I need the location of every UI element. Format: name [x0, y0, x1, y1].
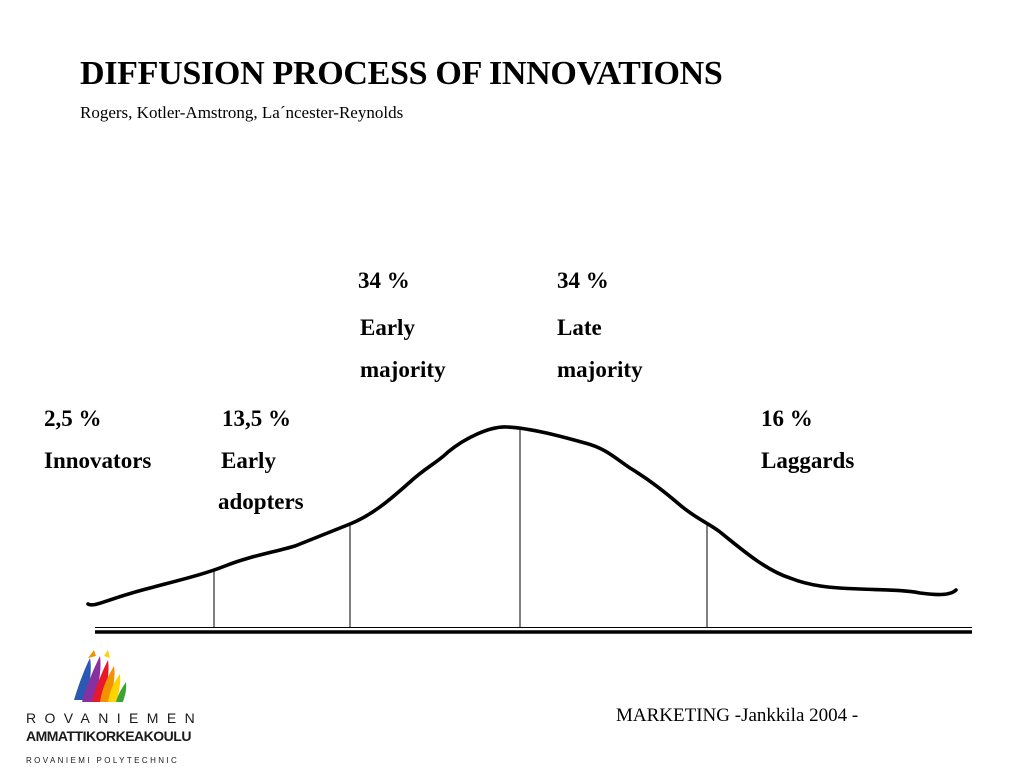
- segment-label-late-majority: 34 % Late majority: [557, 260, 643, 391]
- segment-percent: 13,5 %: [222, 406, 291, 431]
- segment-name: majority: [360, 357, 446, 382]
- logo-text-line1: ROVANIEMEN: [26, 710, 204, 726]
- segment-name: Early: [221, 448, 276, 473]
- segment-label-early-adopters: 13,5 % Early adopters: [218, 398, 304, 522]
- subtitle: Rogers, Kotler-Amstrong, La´ncester-Reyn…: [80, 103, 404, 122]
- polytechnic-logo-icon: [74, 650, 127, 702]
- segment-label-early-majority: 34 % Early majority: [358, 260, 446, 391]
- segment-label-innovators: 2,5 % Innovators: [44, 398, 151, 482]
- segment-name: Laggards: [761, 448, 855, 473]
- footer-text: MARKETING -Jankkila 2004 -: [616, 705, 859, 726]
- segment-name: adopters: [218, 489, 304, 514]
- segment-percent: 16 %: [761, 406, 813, 431]
- segment-label-laggards: 16 % Laggards: [761, 398, 854, 482]
- segment-name: Early: [360, 315, 415, 340]
- logo-text-line2: AMMATTIKORKEAKOULU: [26, 728, 191, 744]
- logo-text-line3: ROVANIEMI POLYTECHNIC: [26, 756, 180, 765]
- segment-name: Innovators: [44, 448, 152, 473]
- page-title: DIFFUSION PROCESS OF INNOVATIONS: [80, 55, 723, 92]
- segment-percent: 34 %: [557, 268, 609, 293]
- segment-percent: 2,5 %: [44, 406, 102, 431]
- segment-percent: 34 %: [358, 268, 410, 293]
- segment-name: Late: [557, 315, 602, 340]
- segment-name: majority: [557, 357, 643, 382]
- adoption-curve: [86, 425, 958, 607]
